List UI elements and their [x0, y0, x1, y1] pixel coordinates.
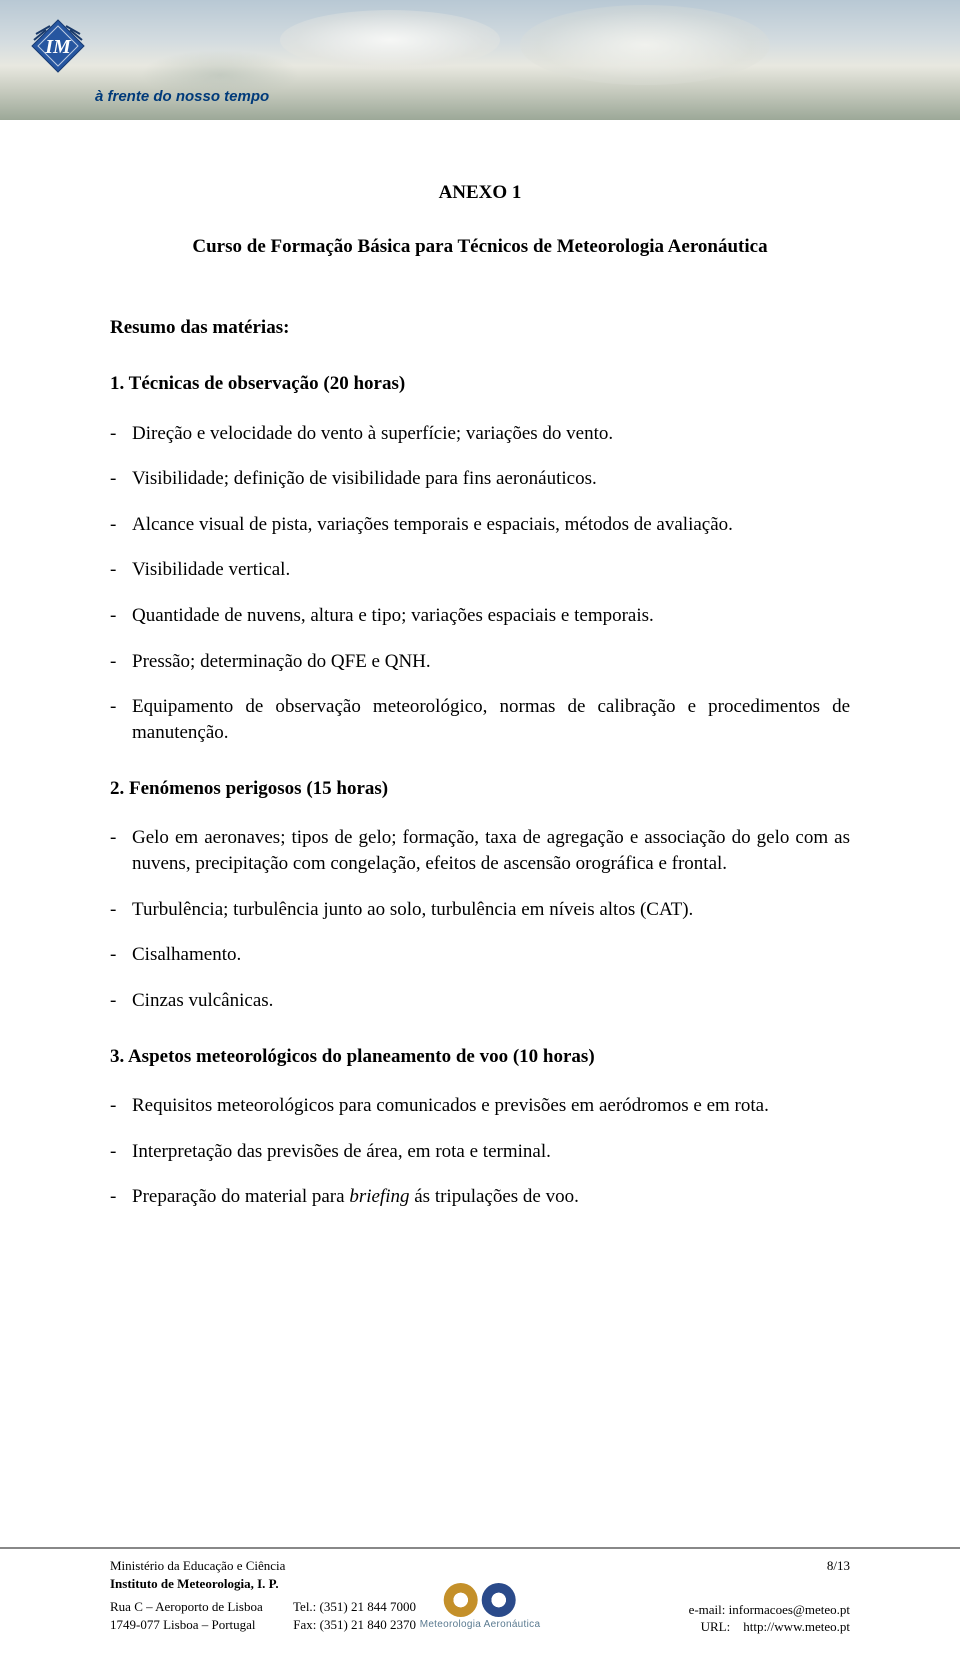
- page-footer: Ministério da Educação e Ciência Institu…: [0, 1547, 960, 1662]
- list-item: -Cisalhamento.: [110, 942, 850, 968]
- list-item-text: Gelo em aeronaves; tipos de gelo; formaç…: [132, 827, 850, 874]
- list-item-text: Turbulência; turbulência junto ao solo, …: [132, 899, 693, 920]
- apcer-badge-icon: [444, 1583, 478, 1617]
- list-item: -Visibilidade; definição de visibilidade…: [110, 466, 850, 492]
- url: URL: http://www.meteo.pt: [689, 1618, 850, 1636]
- list-item: -Pressão; determinação do QFE e QNH.: [110, 649, 850, 675]
- section-number: 1.: [110, 373, 129, 394]
- bullet-dash: -: [110, 421, 132, 447]
- section-list: -Gelo em aeronaves; tipos de gelo; forma…: [110, 825, 850, 1013]
- bullet-dash: -: [110, 466, 132, 492]
- list-item: -Equipamento de observação meteorológico…: [110, 694, 850, 745]
- tel: Tel.: (351) 21 844 7000: [293, 1599, 416, 1614]
- section-heading: 2. Fenómenos perigosos (15 horas): [110, 776, 850, 802]
- bullet-dash: -: [110, 1184, 132, 1210]
- bullet-dash: -: [110, 825, 132, 851]
- footer-right-block: 8/13 e-mail: informacoes@meteo.pt URL: h…: [689, 1557, 850, 1636]
- cloud-decoration: [280, 10, 500, 70]
- list-item-text: Equipamento de observação meteorológico,…: [132, 696, 850, 743]
- list-item: -Direção e velocidade do vento à superfí…: [110, 421, 850, 447]
- bullet-dash: -: [110, 988, 132, 1014]
- addr-line2: 1749-077 Lisboa – Portugal: [110, 1616, 290, 1634]
- im-logo: IM: [30, 18, 86, 74]
- section-title: Técnicas de observação (20 horas): [129, 373, 406, 394]
- page-number: 8/13: [689, 1557, 850, 1575]
- footer-left-block: Ministério da Educação e Ciência Institu…: [110, 1557, 416, 1633]
- ministry-name: Ministério da Educação e Ciência: [110, 1557, 416, 1575]
- list-item: -Requisitos meteorológicos para comunica…: [110, 1093, 850, 1119]
- section-heading: 1. Técnicas de observação (20 horas): [110, 371, 850, 397]
- bullet-dash: -: [110, 942, 132, 968]
- bullet-dash: -: [110, 897, 132, 923]
- list-item-text: Cinzas vulcânicas.: [132, 990, 273, 1011]
- list-item-text: Alcance visual de pista, variações tempo…: [132, 514, 733, 535]
- anexo-heading: ANEXO 1: [110, 180, 850, 206]
- fax: Fax: (351) 21 840 2370: [293, 1617, 416, 1632]
- list-item-text: Preparação do material para: [132, 1186, 349, 1207]
- section-title: Aspetos meteorológicos do planeamento de…: [128, 1046, 595, 1067]
- list-item: -Cinzas vulcânicas.: [110, 988, 850, 1014]
- summary-heading: Resumo das matérias:: [110, 315, 850, 341]
- email: e-mail: informacoes@meteo.pt: [689, 1601, 850, 1619]
- document-body: ANEXO 1 Curso de Formação Básica para Té…: [0, 120, 960, 1210]
- tagline: à frente do nosso tempo: [95, 88, 269, 105]
- section-heading: 3. Aspetos meteorológicos do planeamento…: [110, 1044, 850, 1070]
- list-item-text: Visibilidade; definição de visibilidade …: [132, 468, 597, 489]
- list-item-text: Pressão; determinação do QFE e QNH.: [132, 651, 431, 672]
- list-item-text: Quantidade de nuvens, altura e tipo; var…: [132, 605, 654, 626]
- bullet-dash: -: [110, 603, 132, 629]
- section-list: -Requisitos meteorológicos para comunica…: [110, 1093, 850, 1210]
- list-item-text: Visibilidade vertical.: [132, 559, 290, 580]
- list-item: -Interpretação das previsões de área, em…: [110, 1139, 850, 1165]
- list-item-text: Direção e velocidade do vento à superfíc…: [132, 423, 613, 444]
- italic-term: briefing: [349, 1186, 409, 1207]
- list-item-text: Requisitos meteorológicos para comunicad…: [132, 1095, 769, 1116]
- list-item: -Gelo em aeronaves; tipos de gelo; forma…: [110, 825, 850, 876]
- course-title: Curso de Formação Básica para Técnicos d…: [110, 234, 850, 260]
- logo-text: IM: [44, 36, 72, 58]
- bullet-dash: -: [110, 557, 132, 583]
- bullet-dash: -: [110, 512, 132, 538]
- header-banner: IM à frente do nosso tempo: [0, 0, 960, 120]
- section-list: -Direção e velocidade do vento à superfí…: [110, 421, 850, 746]
- institute-name: Instituto de Meteorologia, I. P.: [110, 1575, 416, 1593]
- iqnet-badge-icon: [482, 1583, 516, 1617]
- list-item: -Turbulência; turbulência junto ao solo,…: [110, 897, 850, 923]
- cloud-decoration: [520, 5, 770, 85]
- bullet-dash: -: [110, 694, 132, 720]
- addr-line1: Rua C – Aeroporto de Lisboa: [110, 1598, 290, 1616]
- section-number: 3.: [110, 1046, 128, 1067]
- footer-center-block: Meteorologia Aeronáutica: [420, 1583, 541, 1630]
- list-item-text: Interpretação das previsões de área, em …: [132, 1141, 551, 1162]
- section-title: Fenómenos perigosos (15 horas): [129, 778, 388, 799]
- list-item-text: ás tripulações de voo.: [410, 1186, 579, 1207]
- list-item: -Alcance visual de pista, variações temp…: [110, 512, 850, 538]
- list-item-text: Cisalhamento.: [132, 944, 241, 965]
- section-number: 2.: [110, 778, 129, 799]
- bullet-dash: -: [110, 1093, 132, 1119]
- list-item: -Preparação do material para briefing ás…: [110, 1184, 850, 1210]
- bullet-dash: -: [110, 1139, 132, 1165]
- list-item: -Quantidade de nuvens, altura e tipo; va…: [110, 603, 850, 629]
- bullet-dash: -: [110, 649, 132, 675]
- list-item: -Visibilidade vertical.: [110, 557, 850, 583]
- meteo-aero-label: Meteorologia Aeronáutica: [420, 1619, 541, 1630]
